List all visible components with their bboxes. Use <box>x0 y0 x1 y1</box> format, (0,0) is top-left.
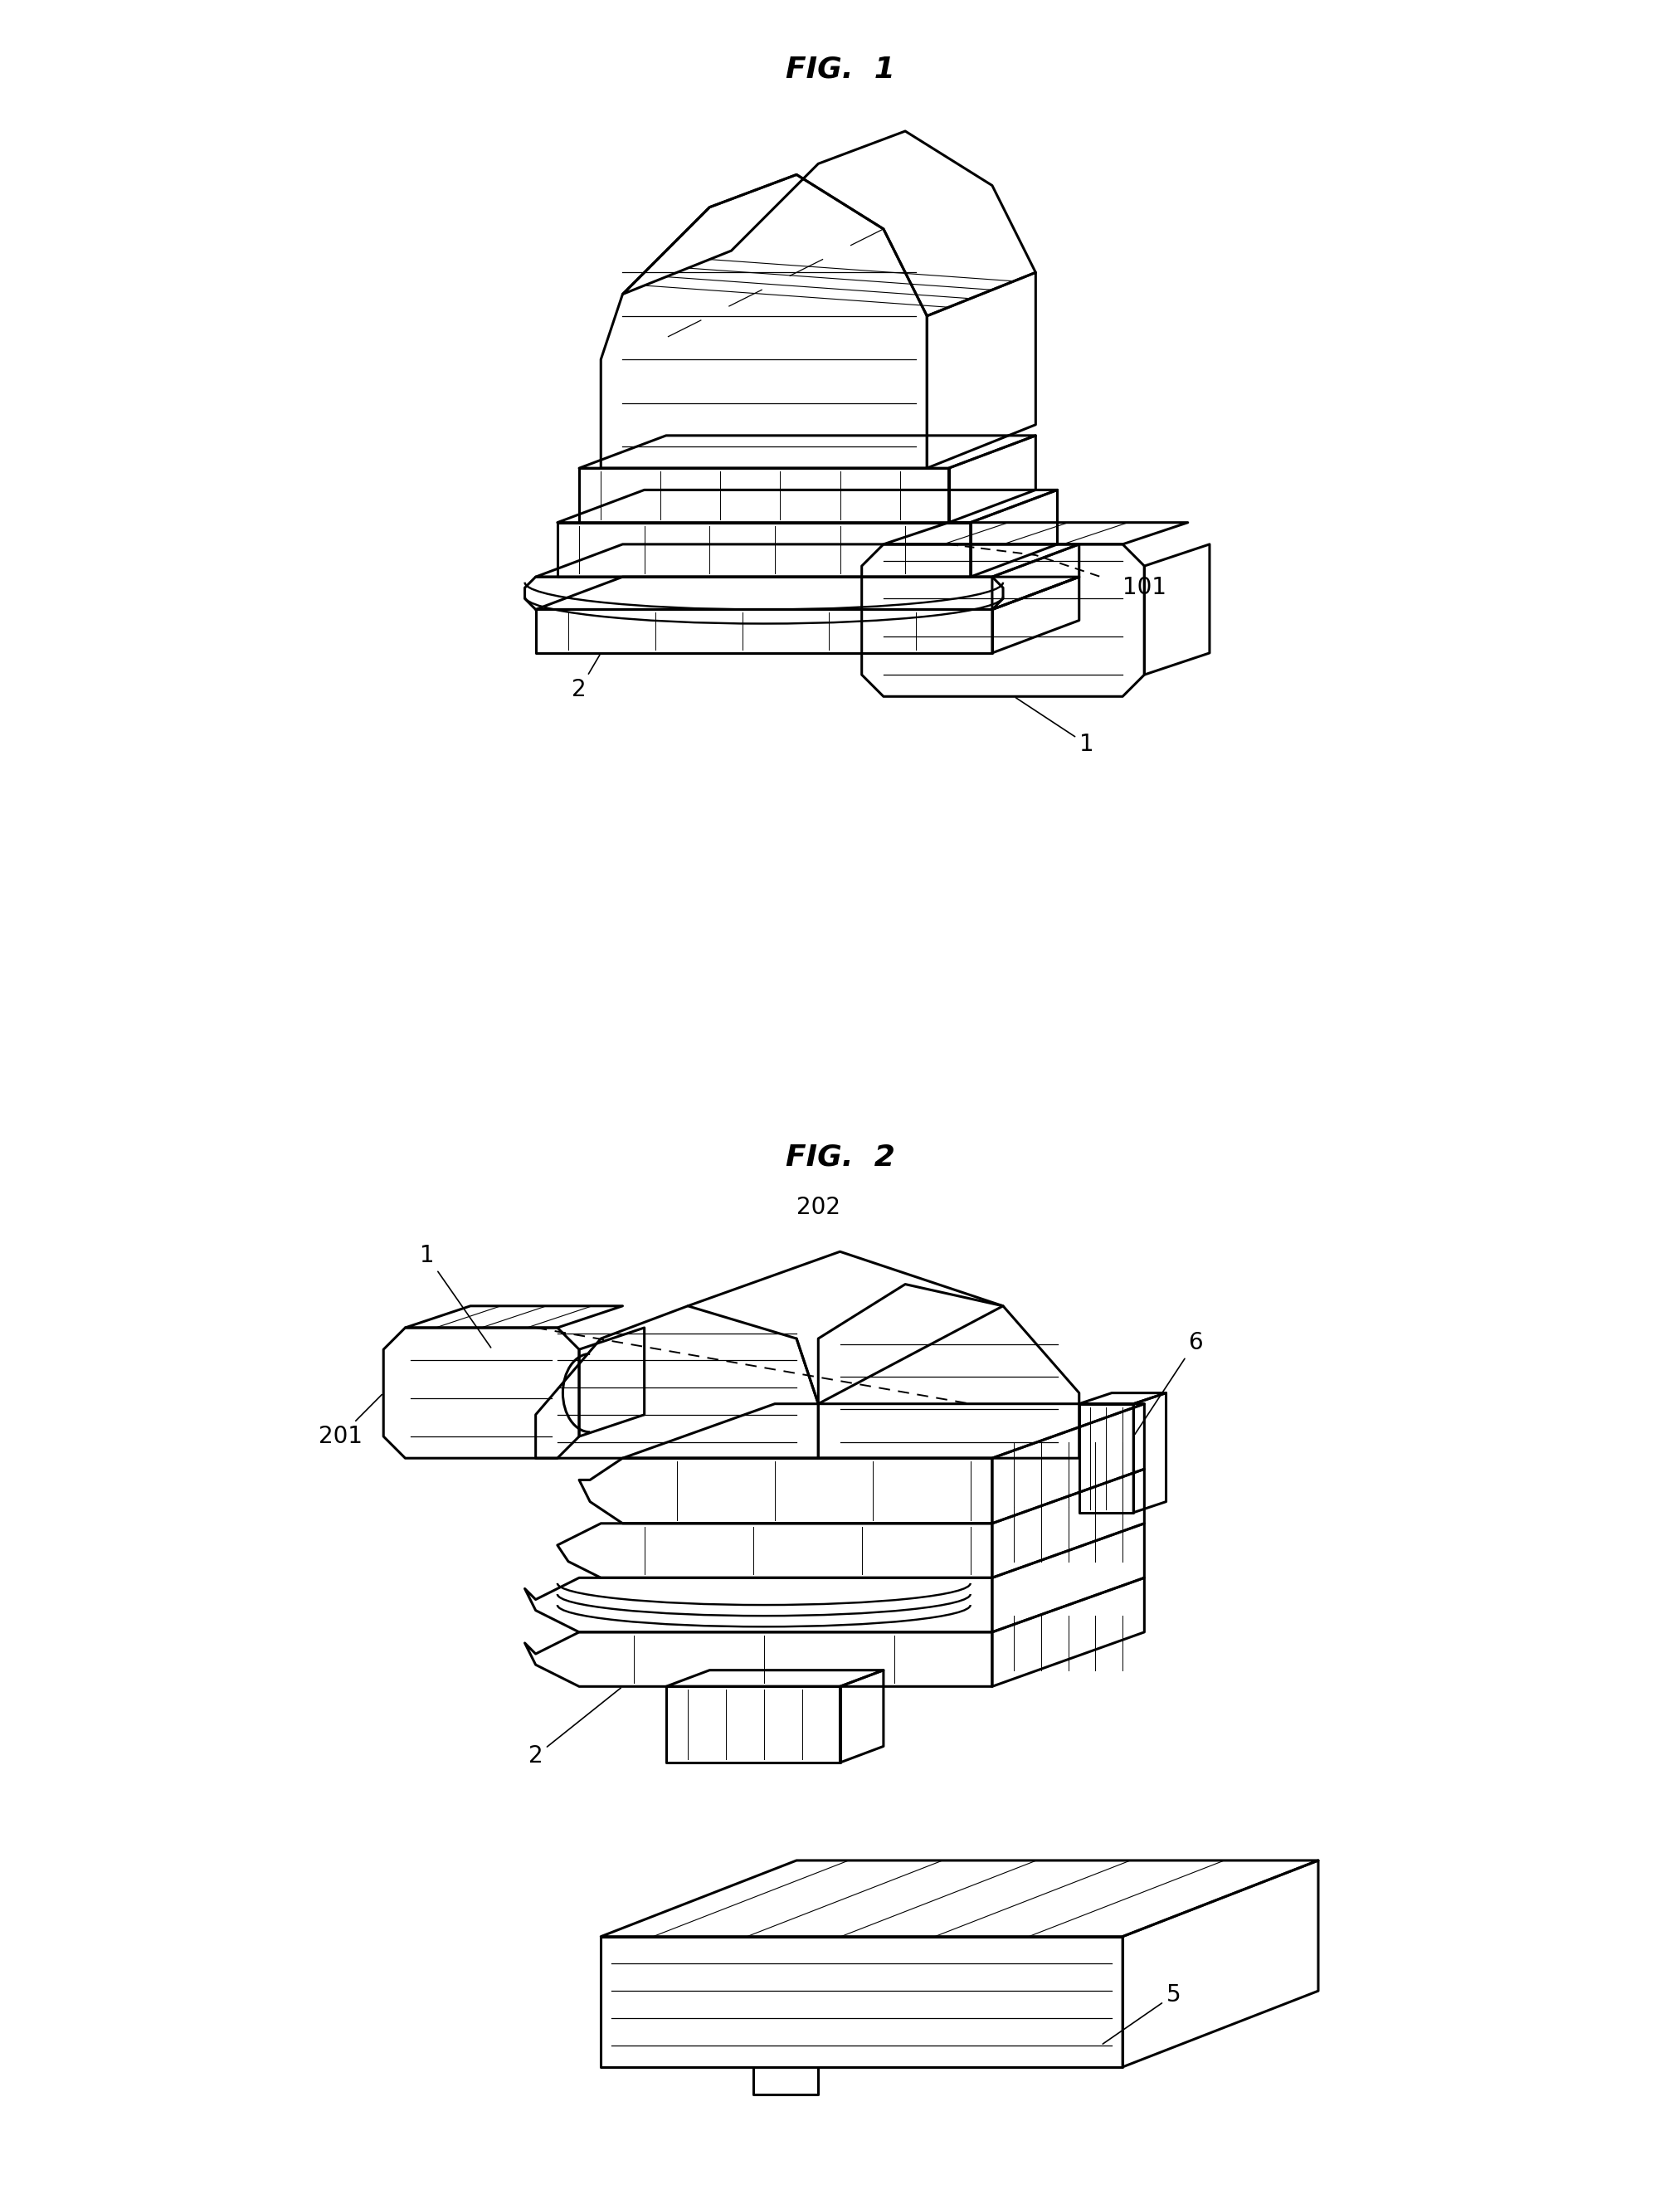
Text: 201: 201 <box>318 1394 381 1449</box>
Text: 101: 101 <box>1122 577 1166 599</box>
Text: 1: 1 <box>420 1244 491 1347</box>
Text: 2: 2 <box>528 1688 622 1767</box>
Text: 1: 1 <box>1016 698 1094 755</box>
Text: 2: 2 <box>571 654 600 702</box>
Text: 5: 5 <box>1102 1984 1181 2043</box>
Text: FIG.  2: FIG. 2 <box>785 1142 895 1171</box>
Text: 202: 202 <box>796 1195 840 1219</box>
Text: 6: 6 <box>1134 1332 1203 1434</box>
Text: FIG.  1: FIG. 1 <box>785 55 895 84</box>
